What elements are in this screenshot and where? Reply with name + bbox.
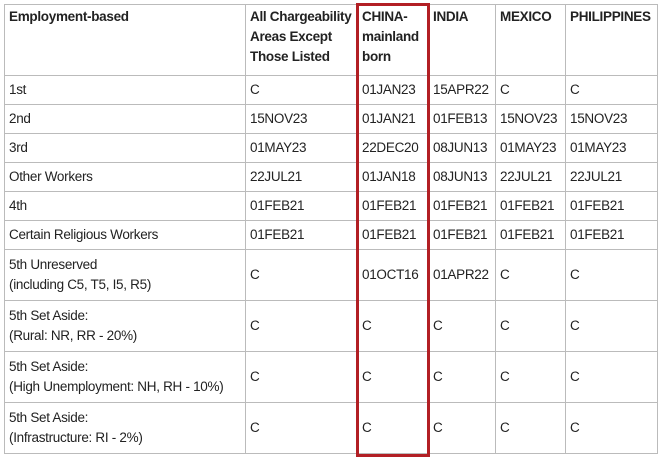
table-row: Certain Religious Workers 01FEB21 01FEB21 0… bbox=[4, 220, 658, 250]
date-cell: 15NOV23 bbox=[495, 104, 566, 134]
table-row: 5th Unreserved (including C5, T5, I5, R5… bbox=[4, 249, 658, 301]
date-cell: C bbox=[495, 300, 566, 352]
date-cell: 01MAY23 bbox=[495, 133, 566, 163]
table-body: 1st C 01JAN23 15APR22 C C 2nd 15NOV23 01JAN21 01F… bbox=[4, 75, 658, 454]
date-cell: C bbox=[428, 300, 496, 352]
date-cell: C bbox=[245, 249, 358, 301]
table-row: 3rd 01MAY23 22DEC20 08JUN13 01MAY23 01MAY23 bbox=[4, 133, 658, 163]
date-cell: 01MAY23 bbox=[565, 133, 658, 163]
table-row: 5th Set Aside: (High Unemployment: NH, R… bbox=[4, 351, 658, 403]
date-cell: 08JUN13 bbox=[428, 133, 496, 163]
date-cell: C bbox=[565, 300, 658, 352]
table-row: 5th Set Aside: (Infrastructure: RI - 2%)… bbox=[4, 402, 658, 454]
date-cell: 01FEB21 bbox=[495, 191, 566, 221]
date-cell: 22DEC20 bbox=[357, 133, 429, 163]
date-cell: 01FEB21 bbox=[428, 191, 496, 221]
date-cell: C bbox=[245, 351, 358, 403]
table-header: Employment-based All Chargeability Areas … bbox=[4, 4, 658, 76]
date-cell: 01MAY23 bbox=[245, 133, 358, 163]
date-cell: C bbox=[565, 249, 658, 301]
row-label: Certain Religious Workers bbox=[4, 220, 246, 250]
date-cell: C bbox=[565, 75, 658, 105]
date-cell: 15NOV23 bbox=[245, 104, 358, 134]
date-cell: C bbox=[245, 402, 358, 454]
table-row: 2nd 15NOV23 01JAN21 01FEB13 15NOV23 15NOV23 bbox=[4, 104, 658, 134]
visa-bulletin-table: Employment-based All Chargeability Areas … bbox=[4, 4, 658, 454]
date-cell: 08JUN13 bbox=[428, 162, 496, 192]
date-cell: 01FEB21 bbox=[495, 220, 566, 250]
date-cell: 01FEB21 bbox=[428, 220, 496, 250]
date-cell: 22JUL21 bbox=[495, 162, 566, 192]
table-row: 5th Set Aside: (Rural: NR, RR - 20%) C C C C… bbox=[4, 300, 658, 352]
date-cell: 01JAN18 bbox=[357, 162, 429, 192]
row-label: Other Workers bbox=[4, 162, 246, 192]
row-label: 2nd bbox=[4, 104, 246, 134]
date-cell: 01FEB13 bbox=[428, 104, 496, 134]
date-cell: 01JAN23 bbox=[357, 75, 429, 105]
date-cell: C bbox=[565, 351, 658, 403]
date-cell: 01FEB21 bbox=[245, 191, 358, 221]
date-cell: C bbox=[357, 351, 429, 403]
date-cell: C bbox=[357, 402, 429, 454]
row-label: 1st bbox=[4, 75, 246, 105]
row-label: 5th Unreserved (including C5, T5, I5, R5… bbox=[4, 249, 246, 301]
date-cell: C bbox=[428, 351, 496, 403]
row-label: 3rd bbox=[4, 133, 246, 163]
table-row: 1st C 01JAN23 15APR22 C C bbox=[4, 75, 658, 105]
date-cell: C bbox=[245, 300, 358, 352]
date-cell: 01FEB21 bbox=[357, 220, 429, 250]
date-cell: C bbox=[495, 75, 566, 105]
date-cell: 22JUL21 bbox=[565, 162, 658, 192]
row-label: 5th Set Aside: (Infrastructure: RI - 2%) bbox=[4, 402, 246, 454]
date-cell: C bbox=[565, 402, 658, 454]
date-cell: 15NOV23 bbox=[565, 104, 658, 134]
row-label: 4th bbox=[4, 191, 246, 221]
date-cell: 15APR22 bbox=[428, 75, 496, 105]
date-cell: 01APR22 bbox=[428, 249, 496, 301]
date-cell: C bbox=[495, 402, 566, 454]
date-cell: 01FEB21 bbox=[245, 220, 358, 250]
date-cell: C bbox=[495, 249, 566, 301]
date-cell: 01OCT16 bbox=[357, 249, 429, 301]
header-cell: PHILIPPINES bbox=[565, 4, 658, 76]
date-cell: C bbox=[428, 402, 496, 454]
date-cell: 01FEB21 bbox=[565, 191, 658, 221]
table-row: 4th 01FEB21 01FEB21 01FEB21 01FEB21 01FEB21 bbox=[4, 191, 658, 221]
date-cell: 22JUL21 bbox=[245, 162, 358, 192]
row-label: 5th Set Aside: (Rural: NR, RR - 20%) bbox=[4, 300, 246, 352]
header-cell: All Chargeability Areas Except Those Lis… bbox=[245, 4, 358, 76]
header-cell: INDIA bbox=[428, 4, 496, 76]
header-cell: CHINA-mainland born bbox=[357, 4, 429, 76]
header-cell: Employment-based bbox=[4, 4, 246, 76]
date-cell: 01FEB21 bbox=[357, 191, 429, 221]
table-row: Other Workers 22JUL21 01JAN18 08JUN13 22JUL2… bbox=[4, 162, 658, 192]
date-cell: 01FEB21 bbox=[565, 220, 658, 250]
header-cell: MEXICO bbox=[495, 4, 566, 76]
date-cell: C bbox=[245, 75, 358, 105]
row-label: 5th Set Aside: (High Unemployment: NH, R… bbox=[4, 351, 246, 403]
date-cell: C bbox=[495, 351, 566, 403]
date-cell: C bbox=[357, 300, 429, 352]
header-row: Employment-based All Chargeability Areas … bbox=[4, 4, 658, 76]
date-cell: 01JAN21 bbox=[357, 104, 429, 134]
